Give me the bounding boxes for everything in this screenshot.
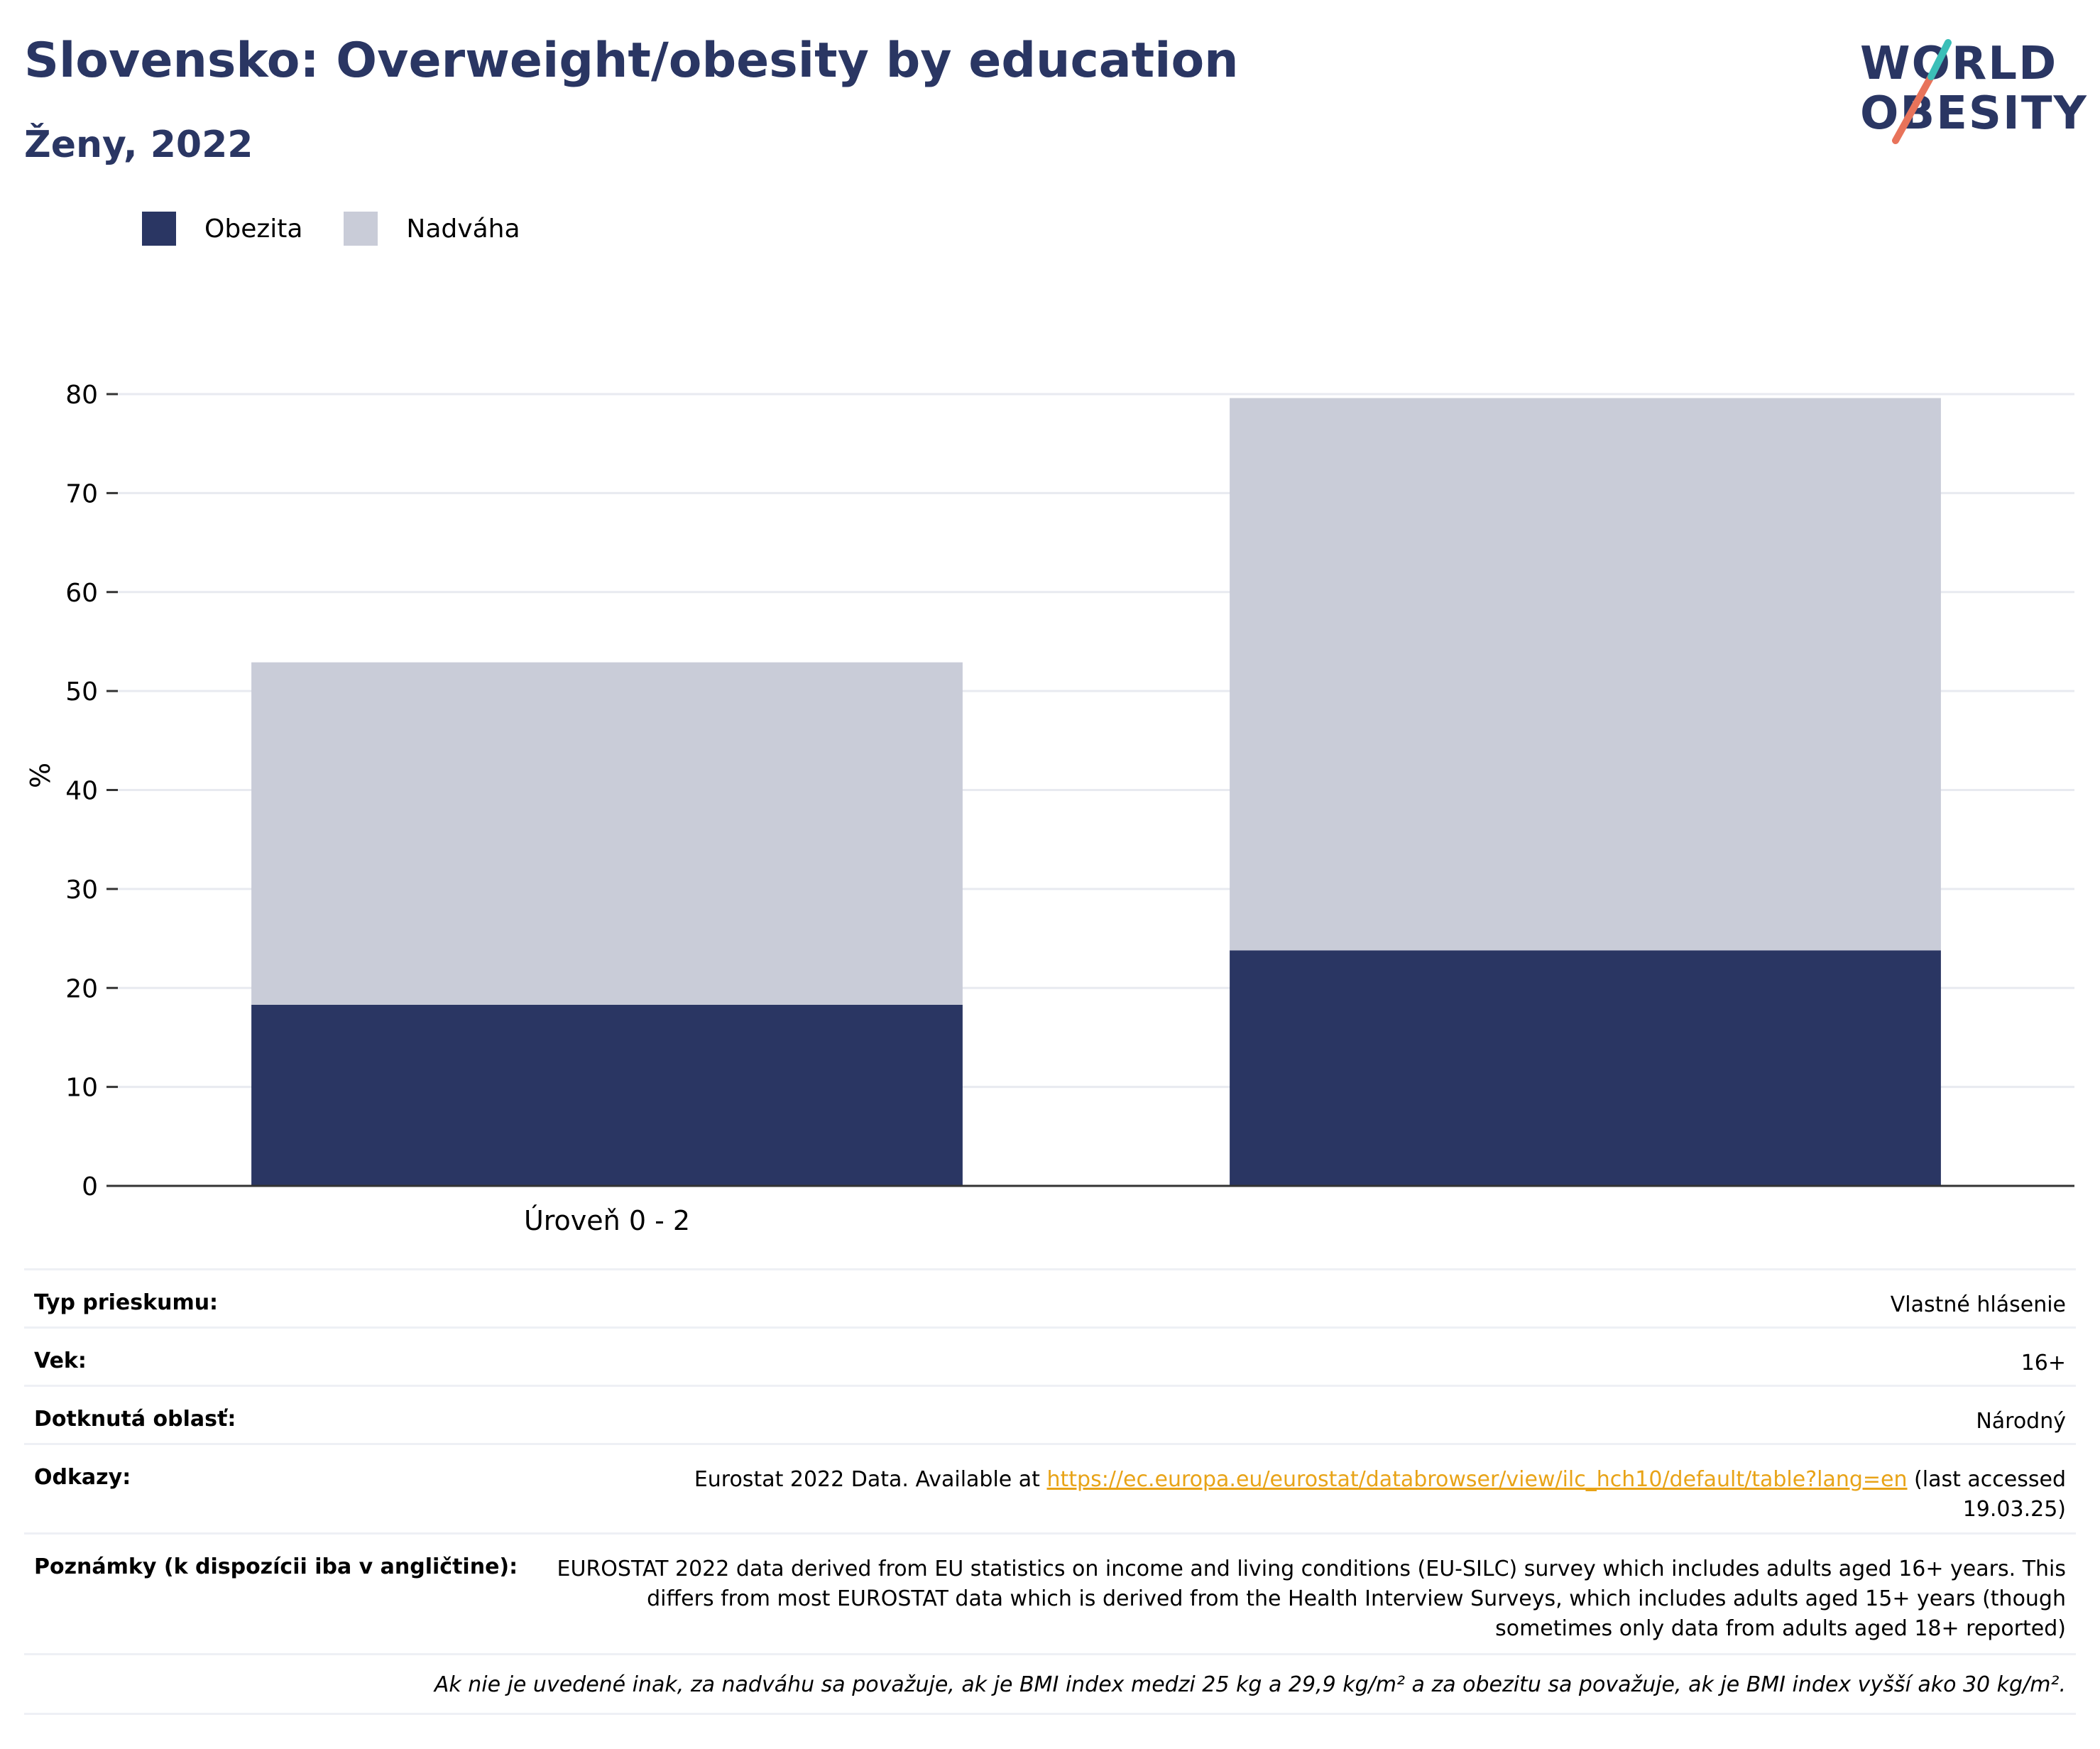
y-tick-label: 20 xyxy=(65,974,98,1003)
chart-subtitle: Ženy, 2022 xyxy=(24,124,253,166)
legend-item-obezita[interactable]: Obezita xyxy=(142,212,302,246)
info-label: Vek: xyxy=(34,1348,87,1373)
y-axis-title: % xyxy=(25,763,56,788)
bar-obezita-1 xyxy=(251,1004,963,1186)
bar-nadvaha-1 xyxy=(251,662,963,1005)
info-label: Poznámky (k dispozícii iba v angličtine)… xyxy=(34,1554,518,1579)
axes: 0 10 20 30 40 50 60 70 80 Úroveň 0 - 2 xyxy=(65,381,2074,1236)
logo-line-2: OBESITY xyxy=(1860,87,2088,140)
info-value: EUROSTAT 2022 data derived from EU stati… xyxy=(557,1557,2066,1641)
info-value: Národný xyxy=(1976,1409,2066,1434)
y-tick-label: 50 xyxy=(65,677,98,707)
info-row-age: Vek: 16+ xyxy=(24,1326,2076,1385)
y-tick-label: 70 xyxy=(65,479,98,508)
bar-nadvaha-2 xyxy=(1230,398,1941,951)
bmi-footnote: Ak nie je uvedené inak, za nadváhu sa po… xyxy=(24,1653,2076,1715)
y-tick-label: 0 xyxy=(82,1172,98,1202)
chart-legend: Obezita Nadváha xyxy=(142,212,562,246)
y-tick-label: 10 xyxy=(65,1074,98,1103)
bars xyxy=(251,398,1941,1186)
reference-suffix: (last accessed 19.03.25) xyxy=(1907,1467,2066,1522)
y-tick-label: 30 xyxy=(65,876,98,905)
reference-prefix: Eurostat 2022 Data. Available at xyxy=(694,1467,1047,1492)
y-tick-label: 80 xyxy=(65,381,98,410)
legend-label-obezita: Obezita xyxy=(204,214,303,244)
info-value: Eurostat 2022 Data. Available at https:/… xyxy=(646,1465,2066,1525)
x-category-label: Úroveň 0 - 2 xyxy=(524,1205,690,1236)
chart-title: Slovensko: Overweight/obesity by educati… xyxy=(24,33,1239,89)
legend-swatch-obezita xyxy=(142,212,176,246)
legend-item-nadvaha[interactable]: Nadváha xyxy=(344,212,520,246)
bar-obezita-2 xyxy=(1230,950,1941,1186)
y-tick-label: 60 xyxy=(65,579,98,608)
logo-line-1: WORLD xyxy=(1860,38,2058,90)
info-row-survey-type: Typ prieskumu: Vlastné hlásenie xyxy=(24,1268,2076,1326)
y-tick-label: 40 xyxy=(65,777,98,806)
info-row-area: Dotknutá oblasť: Národný xyxy=(24,1385,2076,1443)
info-value: 16+ xyxy=(2020,1351,2066,1375)
info-label: Odkazy: xyxy=(34,1465,131,1490)
info-table: Typ prieskumu: Vlastné hlásenie Vek: 16+… xyxy=(24,1268,2076,1715)
world-obesity-logo: WORLD OBESITY xyxy=(1846,21,2087,149)
info-row-notes: Poznámky (k dispozícii iba v angličtine)… xyxy=(24,1532,2076,1653)
legend-label-nadvaha: Nadváha xyxy=(406,214,520,244)
legend-swatch-nadvaha xyxy=(344,212,378,246)
info-label: Dotknutá oblasť: xyxy=(34,1407,236,1432)
logo-slash-icon xyxy=(1892,39,1952,144)
bar-chart: 0 10 20 30 40 50 60 70 80 Úroveň 0 - 2 % xyxy=(25,381,2074,1236)
info-row-references: Odkazy: Eurostat 2022 Data. Available at… xyxy=(24,1443,2076,1532)
info-label: Typ prieskumu: xyxy=(34,1290,219,1315)
reference-link[interactable]: https://ec.europa.eu/eurostat/databrowse… xyxy=(1046,1467,1908,1492)
info-value: Vlastné hlásenie xyxy=(1890,1292,2066,1317)
